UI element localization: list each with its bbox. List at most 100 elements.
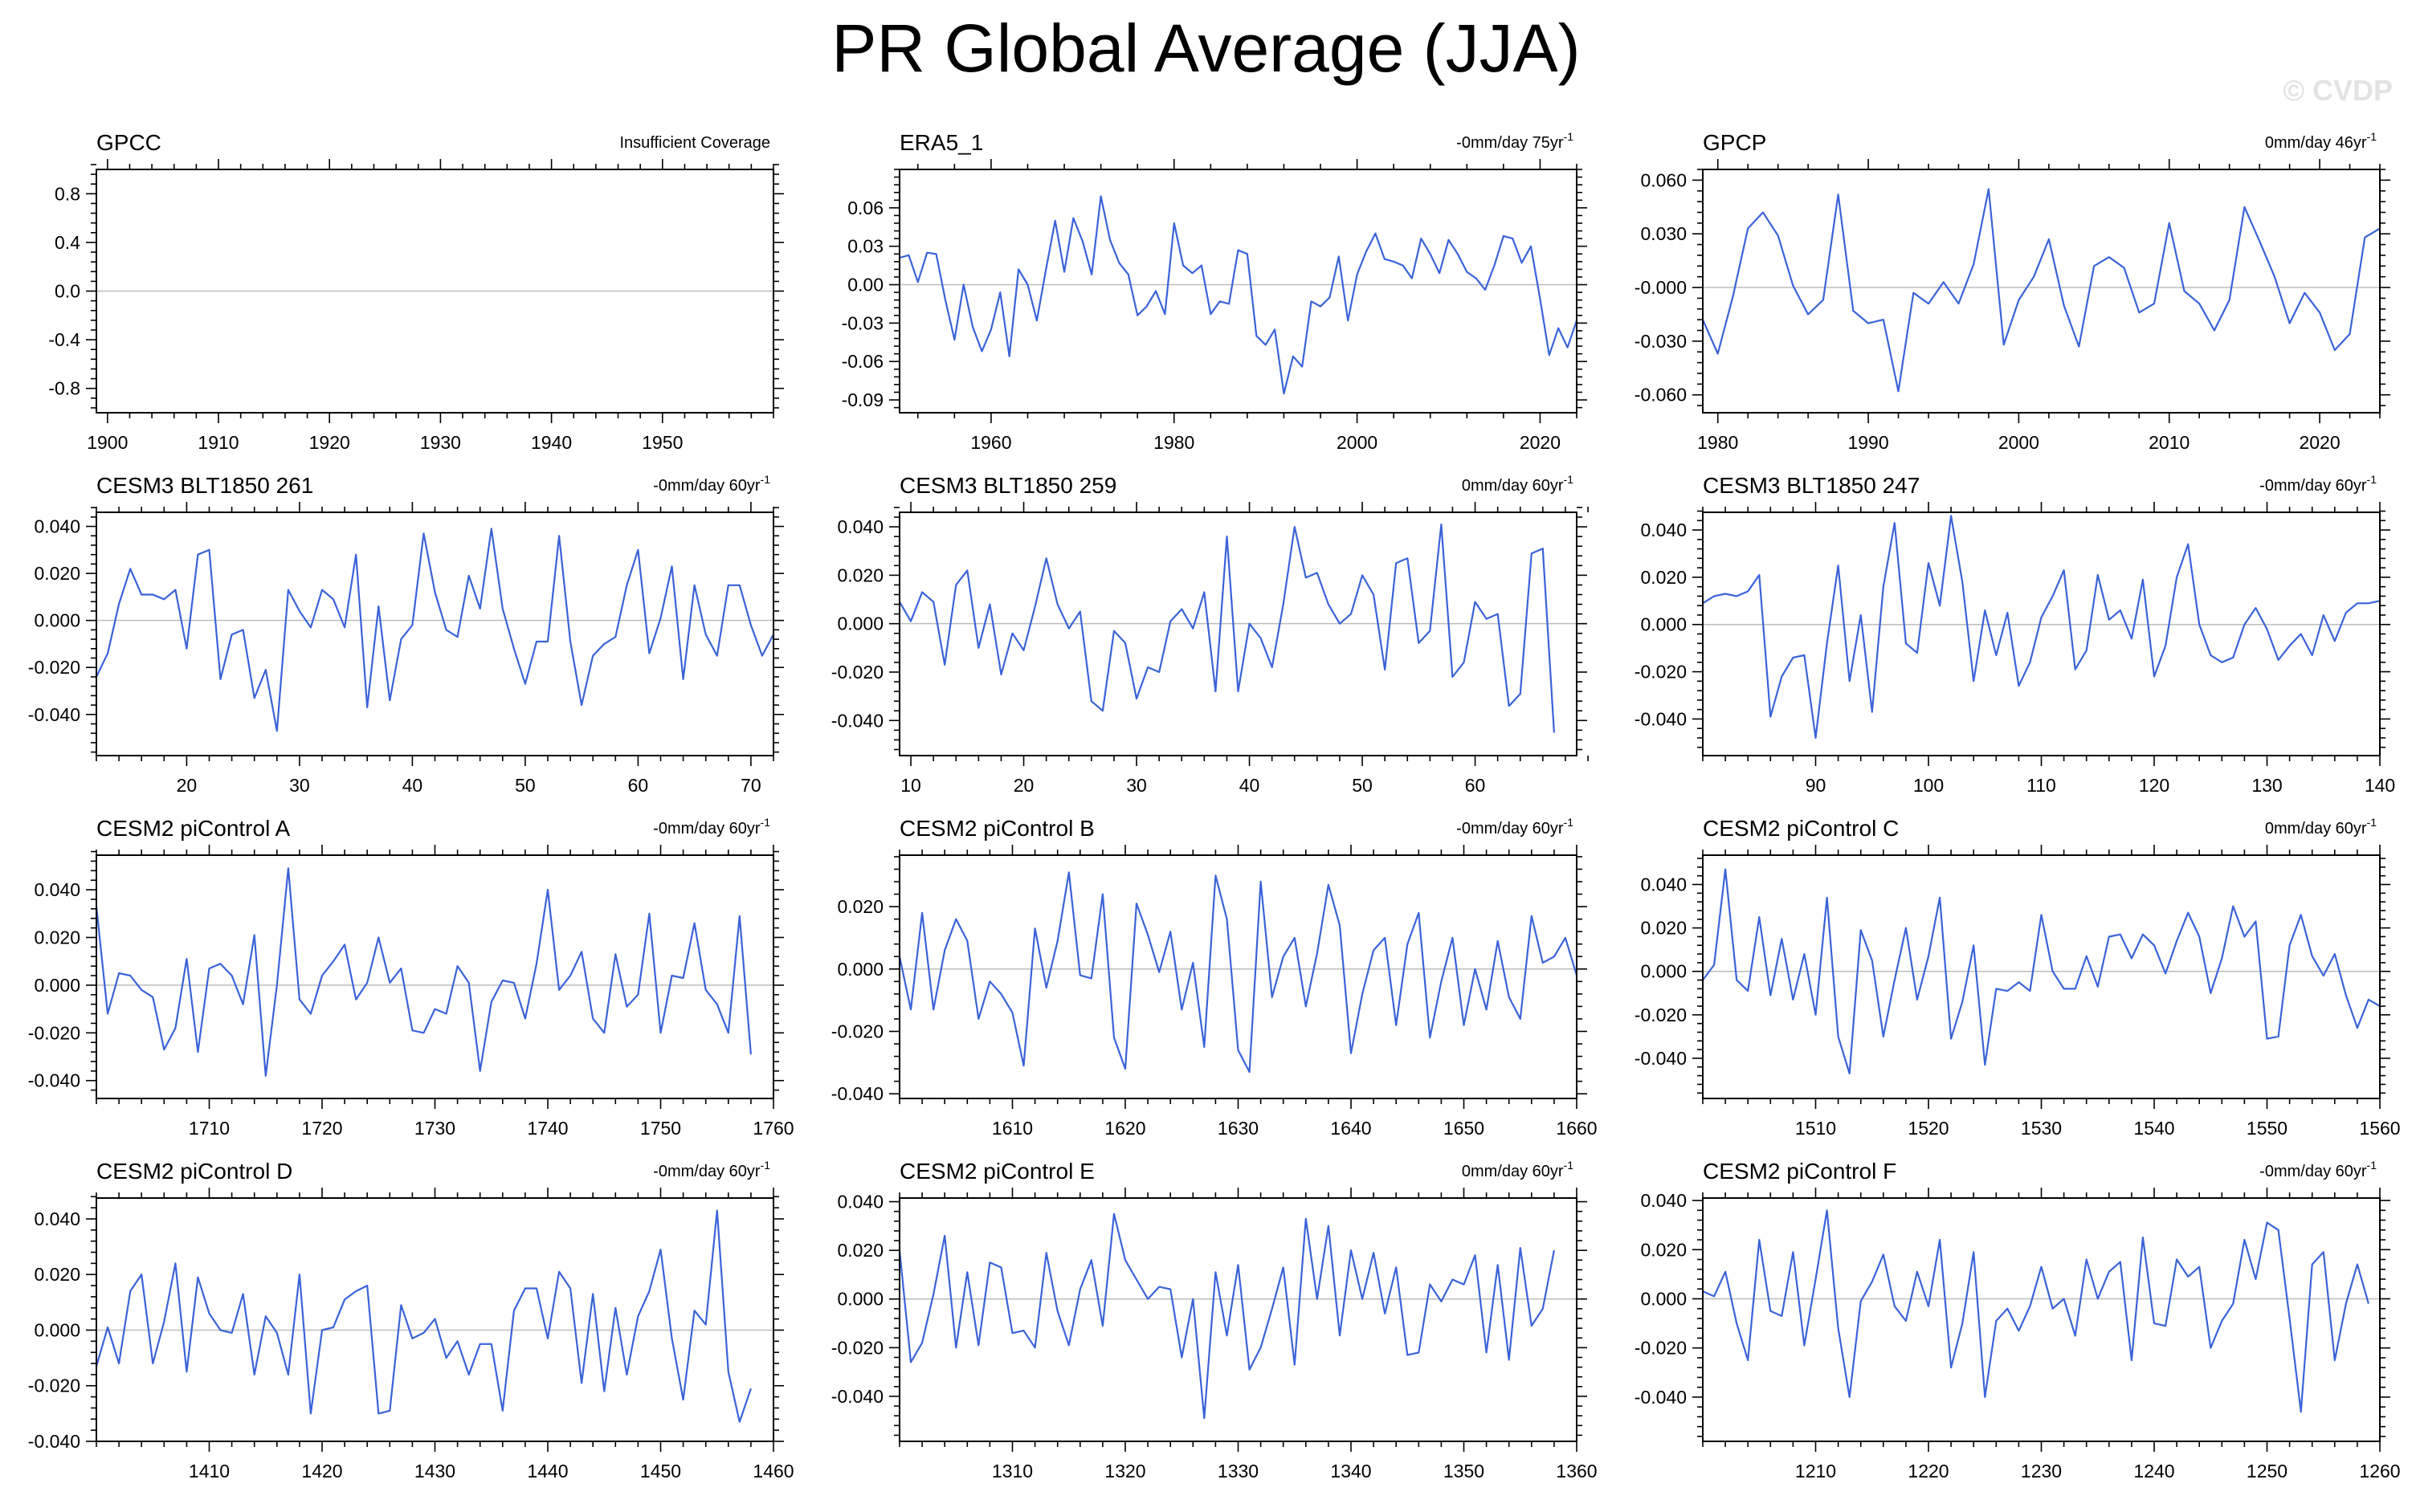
x-tick-label: 1660 [1556, 1118, 1597, 1139]
x-tick-label: 1910 [198, 432, 239, 453]
panel-8: 1510 1520 1530 1540 1550 1560 -0.040 -0.020 0.00… [1635, 816, 2401, 1139]
plot-frame [899, 854, 1577, 1099]
x-tick-label: 1610 [992, 1118, 1033, 1139]
panel-title: CESM2 piControl D [96, 1159, 292, 1184]
x-tick-label: 1240 [2133, 1461, 2174, 1481]
x-tick-label: 1990 [1847, 432, 1888, 453]
y-tick-label: 0.06 [847, 198, 884, 218]
x-tick-label: 1410 [189, 1461, 230, 1481]
panel-2: 1980 1990 2000 2010 2020 -0.060 -0.030 -0.000 0.… [1635, 130, 2390, 453]
x-tick-label: 1460 [753, 1461, 794, 1481]
plot-frame [1702, 854, 2381, 1099]
y-tick-label: -0.040 [1635, 1048, 1687, 1069]
x-tick-label: 1550 [2247, 1118, 2288, 1139]
x-tick-label: 1250 [2247, 1461, 2288, 1481]
y-tick-label: 0.000 [34, 975, 80, 996]
y-tick-label: -0.03 [842, 312, 884, 333]
x-tick-label: 1720 [301, 1118, 342, 1139]
x-tick-label: 50 [1352, 775, 1373, 796]
panel-1: 1960 1980 2000 2020 -0.09 -0.06 -0.03 0.00 0.03 0… [842, 130, 1587, 453]
y-tick-label: 0.000 [1640, 961, 1687, 982]
trend-annotation: -0mm/day 60yr-1 [2259, 1159, 2377, 1180]
y-tick-label: 0.020 [1640, 567, 1687, 588]
figure-title: PR Global Average (JJA) [831, 10, 1581, 86]
panel-4: 10 20 30 40 50 60 -0.040 -0.020 0.000 0.020 0.040 C… [831, 473, 1589, 796]
panel-0: 1900 1910 1920 1930 1940 1950 -0.8 -0.4 0.0 0.4 0.… [48, 130, 784, 453]
y-tick-label: 0.000 [1640, 614, 1687, 635]
x-tick-label: 1630 [1218, 1118, 1259, 1139]
panel-title: GPCP [1703, 130, 1766, 155]
x-tick-label: 1210 [1795, 1461, 1836, 1481]
x-tick-label: 60 [1465, 775, 1486, 796]
panel-title: CESM2 piControl A [96, 816, 291, 841]
y-tick-label: 0.000 [837, 613, 884, 634]
series-line [96, 528, 774, 732]
series-line [1702, 868, 2381, 1075]
y-tick-label: 0.020 [837, 564, 884, 585]
y-tick-label: 0.0 [55, 281, 80, 302]
trend-annotation: 0mm/day 60yr-1 [1462, 473, 1573, 495]
x-tick-label: 10 [900, 775, 921, 796]
trend-annotation: -0mm/day 75yr-1 [1456, 130, 1573, 152]
x-tick-label: 1420 [301, 1461, 342, 1481]
y-tick-label: -0.040 [831, 1083, 884, 1104]
x-tick-label: 2000 [1998, 432, 2039, 453]
y-tick-label: 0.03 [847, 236, 884, 257]
x-tick-label: 1750 [640, 1118, 681, 1139]
y-tick-label: 0.000 [1640, 1288, 1687, 1309]
trend-annotation: -0mm/day 60yr-1 [2259, 473, 2377, 495]
y-tick-label: 0.040 [1640, 520, 1687, 540]
x-tick-label: 1320 [1104, 1461, 1145, 1481]
series-line [898, 1212, 1555, 1420]
y-tick-label: -0.040 [28, 704, 80, 725]
y-tick-label: 0.040 [837, 516, 884, 537]
panel-title: CESM3 BLT1850 261 [96, 473, 313, 498]
x-tick-label: 1920 [309, 432, 350, 453]
y-tick-label: 0.040 [34, 879, 80, 900]
series-line [1702, 1209, 2369, 1413]
plot-frame [96, 511, 774, 756]
x-tick-label: 1940 [531, 432, 572, 453]
series-line [95, 867, 752, 1077]
x-tick-label: 90 [1806, 775, 1826, 796]
x-tick-label: 100 [1913, 775, 1944, 796]
panel-title: CESM2 piControl E [900, 1159, 1095, 1184]
y-tick-label: 0.020 [837, 1240, 884, 1261]
panel-title: CESM2 piControl F [1703, 1159, 1896, 1184]
series-line [1701, 188, 2381, 393]
y-tick-label: 0.040 [1640, 1190, 1687, 1211]
y-tick-label: 0.020 [34, 1264, 80, 1285]
y-tick-label: -0.030 [1635, 331, 1687, 352]
panel-10: 1310 1320 1330 1340 1350 1360 -0.040 -0.020 0.00… [831, 1159, 1598, 1481]
x-tick-label: 1760 [753, 1118, 794, 1139]
x-tick-label: 30 [1126, 775, 1147, 796]
panel-7: 1610 1620 1630 1640 1650 1660 -0.040 -0.020 0.00… [831, 816, 1598, 1139]
y-tick-label: -0.060 [1635, 385, 1687, 406]
y-tick-label: -0.020 [1635, 1005, 1687, 1025]
y-tick-label: -0.09 [842, 389, 884, 410]
trend-annotation: Insufficient Coverage [619, 134, 770, 152]
y-tick-label: -0.040 [1635, 708, 1687, 729]
y-tick-label: 0.020 [1640, 918, 1687, 939]
y-tick-label: 0.060 [1640, 169, 1687, 190]
x-tick-label: 1930 [420, 432, 461, 453]
y-tick-label: -0.8 [48, 378, 80, 399]
panel-title: CESM2 piControl C [1703, 816, 1899, 841]
x-tick-label: 60 [628, 775, 649, 796]
y-tick-label: 0.000 [34, 1319, 80, 1340]
y-tick-label: -0.020 [831, 1021, 884, 1041]
y-tick-label: -0.020 [28, 1022, 80, 1043]
x-tick-label: 40 [1239, 775, 1260, 796]
trend-annotation: -0mm/day 60yr-1 [1456, 816, 1573, 838]
x-tick-label: 40 [402, 775, 423, 796]
panel-3: 20 30 40 50 60 70 -0.040 -0.020 0.000 0.020 0.040 C… [28, 473, 784, 796]
trend-annotation: -0mm/day 60yr-1 [653, 1159, 770, 1180]
plot-frame [899, 511, 1577, 756]
panel-title: ERA5_1 [900, 130, 983, 155]
y-tick-label: 0.040 [1640, 874, 1687, 895]
plot-frame [1702, 169, 2381, 414]
panel-title: CESM3 BLT1850 259 [900, 473, 1116, 498]
y-tick-label: -0.020 [831, 1337, 884, 1358]
x-tick-label: 1340 [1330, 1461, 1371, 1481]
x-tick-label: 1900 [87, 432, 128, 453]
